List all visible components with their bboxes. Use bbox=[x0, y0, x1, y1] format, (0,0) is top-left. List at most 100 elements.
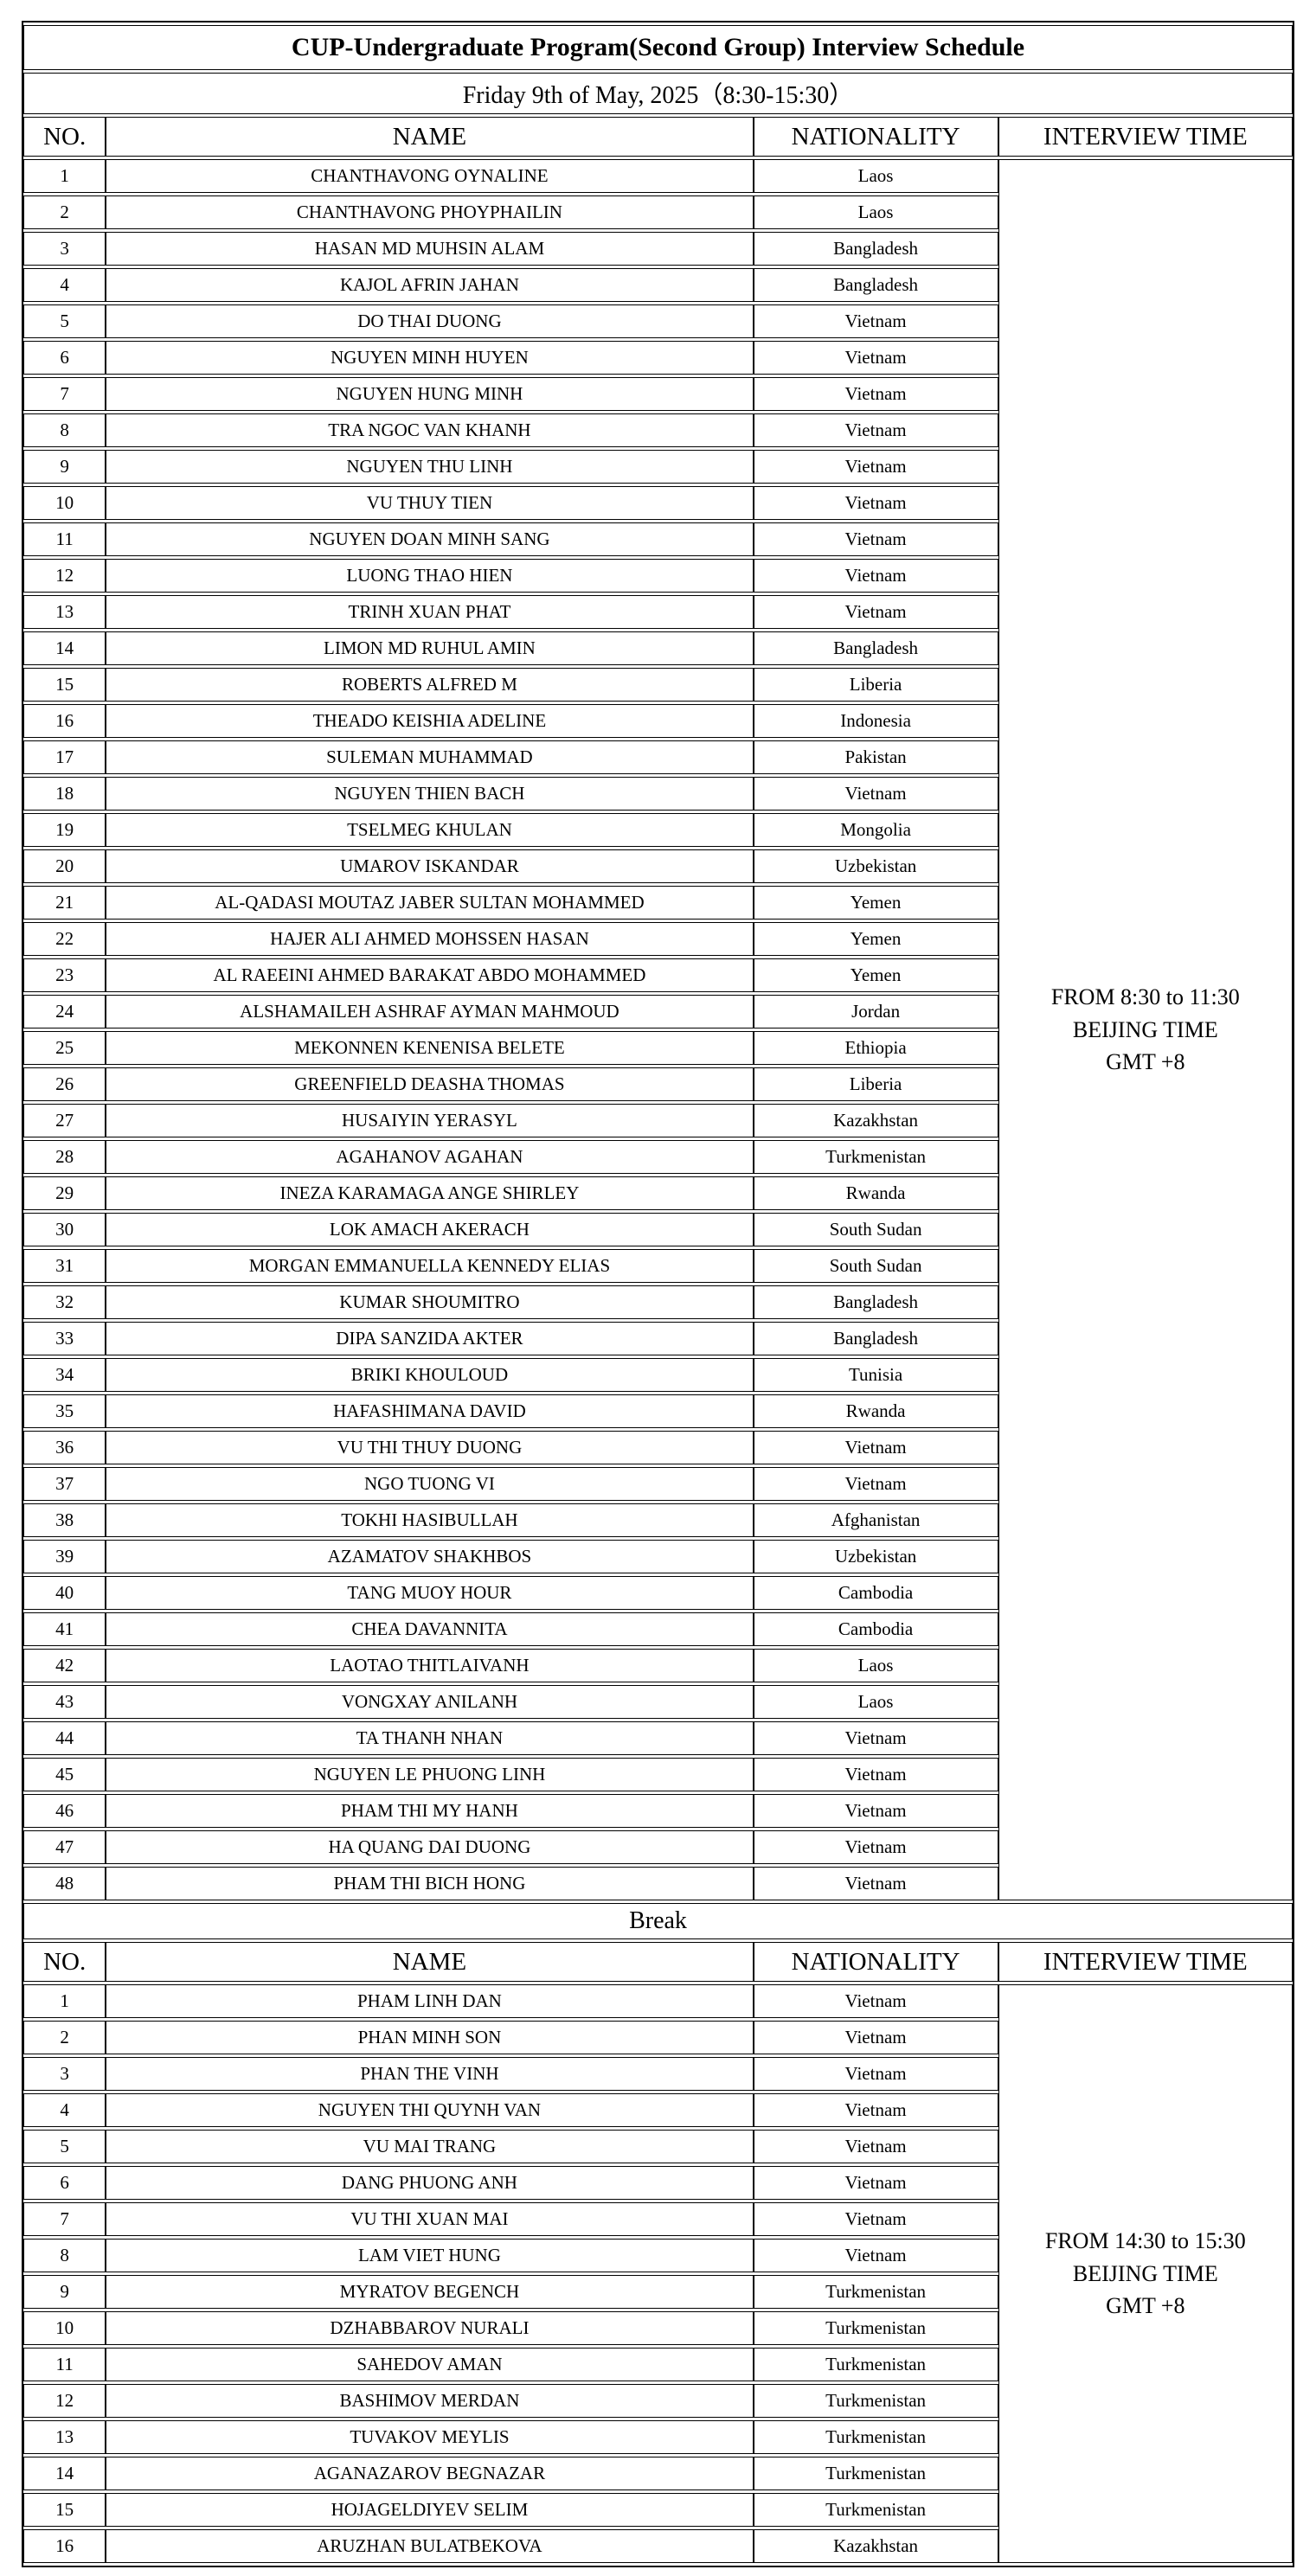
nationality-cell: Bangladesh bbox=[753, 1322, 998, 1355]
row-number-cell: 15 bbox=[23, 2493, 106, 2527]
candidate-name-cell: TOKHI HASIBULLAH bbox=[106, 1503, 754, 1537]
candidate-name-cell: DIPA SANZIDA AKTER bbox=[106, 1322, 754, 1355]
nationality-cell: Vietnam bbox=[753, 486, 998, 520]
candidate-name-cell: NGUYEN THI QUYNH VAN bbox=[106, 2093, 754, 2127]
row-number-cell: 13 bbox=[23, 2420, 106, 2454]
row-number-cell: 15 bbox=[23, 668, 106, 702]
row-number-cell: 8 bbox=[23, 2239, 106, 2272]
candidate-name-cell: SULEMAN MUHAMMAD bbox=[106, 740, 754, 774]
table-row: 7 NGUYEN HUNG MINH Vietnam bbox=[23, 377, 1293, 411]
candidate-name-cell: LAOTAO THITLAIVANH bbox=[106, 1649, 754, 1682]
row-number-cell: 10 bbox=[23, 486, 106, 520]
row-number-cell: 20 bbox=[23, 849, 106, 883]
column-header-nationality: NATIONALITY bbox=[753, 1942, 998, 1982]
row-number-cell: 48 bbox=[23, 1867, 106, 1900]
candidate-name-cell: ARUZHAN BULATBEKOVA bbox=[106, 2529, 754, 2563]
table-row: 27 HUSAIYIN YERASYL Kazakhstan bbox=[23, 1104, 1293, 1137]
row-number-cell: 44 bbox=[23, 1721, 106, 1755]
candidate-name-cell: ALSHAMAILEH ASHRAF AYMAN MAHMOUD bbox=[106, 995, 754, 1028]
nationality-cell: Cambodia bbox=[753, 1576, 998, 1610]
nationality-cell: Vietnam bbox=[753, 2057, 998, 2091]
column-header-name: NAME bbox=[106, 117, 754, 157]
row-number-cell: 4 bbox=[23, 268, 106, 302]
candidate-name-cell: VU MAI TRANG bbox=[106, 2130, 754, 2163]
candidate-name-cell: MEKONNEN KENENISA BELETE bbox=[106, 1031, 754, 1065]
candidate-name-cell: CHANTHAVONG OYNALINE bbox=[106, 159, 754, 193]
row-number-cell: 37 bbox=[23, 1467, 106, 1501]
table-row: 9 MYRATOV BEGENCH Turkmenistan bbox=[23, 2275, 1293, 2309]
row-number-cell: 16 bbox=[23, 704, 106, 738]
interview-time-line: BEIJING TIME bbox=[1072, 2260, 1218, 2286]
row-number-cell: 24 bbox=[23, 995, 106, 1028]
nationality-cell: Rwanda bbox=[753, 1176, 998, 1210]
row-number-cell: 3 bbox=[23, 232, 106, 266]
break-label: Break bbox=[23, 1903, 1293, 1939]
nationality-cell: Bangladesh bbox=[753, 268, 998, 302]
table-row: 8 LAM VIET HUNG Vietnam bbox=[23, 2239, 1293, 2272]
nationality-cell: Vietnam bbox=[753, 777, 998, 811]
table-row: 25 MEKONNEN KENENISA BELETE Ethiopia bbox=[23, 1031, 1293, 1065]
table-row: 6 DANG PHUONG ANH Vietnam bbox=[23, 2166, 1293, 2200]
table-row: 12 LUONG THAO HIEN Vietnam bbox=[23, 559, 1293, 593]
candidate-name-cell: HAFASHIMANA DAVID bbox=[106, 1394, 754, 1428]
section-afternoon-rows: 1 PHAM LINH DAN Vietnam FROM 14:30 to 15:30… bbox=[23, 1984, 1293, 2563]
row-number-cell: 19 bbox=[23, 813, 106, 847]
column-header-interview-time: INTERVIEW TIME bbox=[998, 1942, 1293, 1982]
candidate-name-cell: THEADO KEISHIA ADELINE bbox=[106, 704, 754, 738]
nationality-cell: Vietnam bbox=[753, 304, 998, 338]
candidate-name-cell: BRIKI KHOULOUD bbox=[106, 1358, 754, 1392]
candidate-name-cell: INEZA KARAMAGA ANGE SHIRLEY bbox=[106, 1176, 754, 1210]
candidate-name-cell: NGUYEN THU LINH bbox=[106, 450, 754, 484]
header-block: CUP-Undergraduate Program(Second Group) … bbox=[23, 25, 1293, 157]
table-row: 2 CHANTHAVONG PHOYPHAILIN Laos bbox=[23, 195, 1293, 229]
interview-time-line: BEIJING TIME bbox=[1072, 1016, 1218, 1042]
date-row: Friday 9th of May, 2025（8:30-15:30） bbox=[23, 73, 1293, 114]
table-row: 4 KAJOL AFRIN JAHAN Bangladesh bbox=[23, 268, 1293, 302]
table-row: 47 HA QUANG DAI DUONG Vietnam bbox=[23, 1830, 1293, 1864]
nationality-cell: Pakistan bbox=[753, 740, 998, 774]
column-header-interview-time: INTERVIEW TIME bbox=[998, 117, 1293, 157]
nationality-cell: South Sudan bbox=[753, 1249, 998, 1283]
candidate-name-cell: GREENFIELD DEASHA THOMAS bbox=[106, 1067, 754, 1101]
candidate-name-cell: PHAN MINH SON bbox=[106, 2021, 754, 2054]
candidate-name-cell: MORGAN EMMANUELLA KENNEDY ELIAS bbox=[106, 1249, 754, 1283]
candidate-name-cell: KAJOL AFRIN JAHAN bbox=[106, 268, 754, 302]
nationality-cell: South Sudan bbox=[753, 1213, 998, 1246]
nationality-cell: Cambodia bbox=[753, 1612, 998, 1646]
interview-time-line: GMT +8 bbox=[1106, 1049, 1185, 1075]
nationality-cell: Bangladesh bbox=[753, 631, 998, 665]
nationality-cell: Uzbekistan bbox=[753, 1540, 998, 1573]
candidate-name-cell: VU THI THUY DUONG bbox=[106, 1431, 754, 1464]
row-number-cell: 6 bbox=[23, 341, 106, 375]
row-number-cell: 12 bbox=[23, 2384, 106, 2418]
nationality-cell: Vietnam bbox=[753, 450, 998, 484]
nationality-cell: Laos bbox=[753, 159, 998, 193]
candidate-name-cell: DANG PHUONG ANH bbox=[106, 2166, 754, 2200]
nationality-cell: Yemen bbox=[753, 958, 998, 992]
row-number-cell: 22 bbox=[23, 922, 106, 956]
nationality-cell: Uzbekistan bbox=[753, 849, 998, 883]
table-row: 3 HASAN MD MUHSIN ALAM Bangladesh bbox=[23, 232, 1293, 266]
table-row: 37 NGO TUONG VI Vietnam bbox=[23, 1467, 1293, 1501]
nationality-cell: Vietnam bbox=[753, 1431, 998, 1464]
candidate-name-cell: TSELMEG KHULAN bbox=[106, 813, 754, 847]
table-row: 15 ROBERTS ALFRED M Liberia bbox=[23, 668, 1293, 702]
nationality-cell: Vietnam bbox=[753, 1867, 998, 1900]
row-number-cell: 4 bbox=[23, 2093, 106, 2127]
table-row: 36 VU THI THUY DUONG Vietnam bbox=[23, 1431, 1293, 1464]
table-row: 5 DO THAI DUONG Vietnam bbox=[23, 304, 1293, 338]
interview-time-line: FROM 8:30 to 11:30 bbox=[1050, 984, 1240, 1009]
row-number-cell: 13 bbox=[23, 595, 106, 629]
row-number-cell: 43 bbox=[23, 1685, 106, 1719]
nationality-cell: Ethiopia bbox=[753, 1031, 998, 1065]
nationality-cell: Kazakhstan bbox=[753, 1104, 998, 1137]
candidate-name-cell: HUSAIYIN YERASYL bbox=[106, 1104, 754, 1137]
candidate-name-cell: AL-QADASI MOUTAZ JABER SULTAN MOHAMMED bbox=[106, 886, 754, 920]
break-block: Break NO. NAME NATIONALITY INTERVIEW TIM… bbox=[23, 1903, 1293, 1982]
candidate-name-cell: NGUYEN MINH HUYEN bbox=[106, 341, 754, 375]
nationality-cell: Vietnam bbox=[753, 413, 998, 447]
row-number-cell: 18 bbox=[23, 777, 106, 811]
table-row: 9 NGUYEN THU LINH Vietnam bbox=[23, 450, 1293, 484]
nationality-cell: Vietnam bbox=[753, 341, 998, 375]
